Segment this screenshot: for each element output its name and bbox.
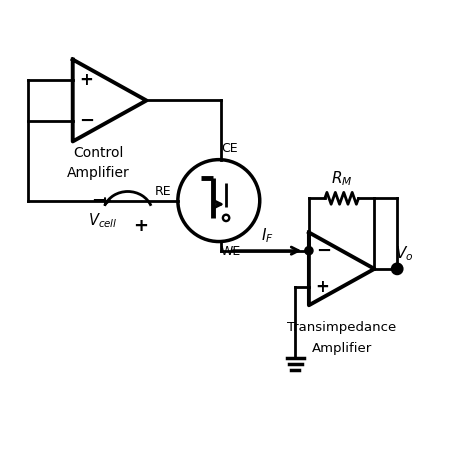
Circle shape (393, 265, 401, 273)
Text: −: − (91, 191, 106, 210)
Text: WE: WE (221, 245, 241, 258)
Text: $I_F$: $I_F$ (261, 226, 273, 245)
Text: $V_{cell}$: $V_{cell}$ (88, 212, 118, 230)
Text: Transimpedance: Transimpedance (287, 321, 396, 334)
Text: Amplifier: Amplifier (311, 342, 372, 355)
Text: RE: RE (155, 185, 172, 198)
Text: +: + (133, 217, 148, 235)
Text: +: + (80, 71, 93, 89)
Text: CE: CE (221, 142, 237, 155)
Text: −: − (80, 112, 95, 130)
Text: −: − (316, 242, 331, 260)
Text: Amplifier: Amplifier (67, 166, 129, 181)
Text: Control: Control (73, 146, 123, 160)
Text: $R_M$: $R_M$ (331, 170, 352, 188)
Text: +: + (316, 278, 329, 296)
Circle shape (305, 246, 313, 255)
Text: $V_o$: $V_o$ (395, 245, 413, 264)
